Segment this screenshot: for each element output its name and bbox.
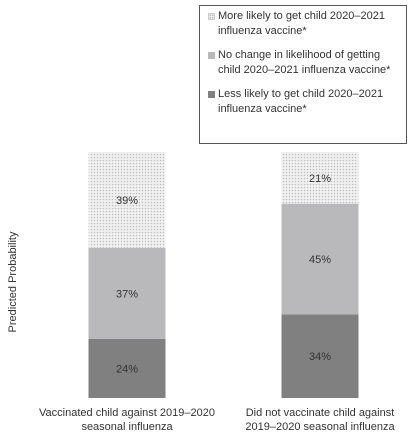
data-label-more-likely-1: 39%	[116, 195, 138, 207]
data-label-no-change-1: 37%	[116, 288, 138, 300]
x-tick-label-1: seasonal influenza	[81, 421, 173, 433]
data-label-more-likely-2: 21%	[309, 173, 331, 185]
x-tick-label-2: 2019–2020 seasonal influenza	[245, 421, 395, 433]
legend-line: child 2020–2021 influenza vaccine*	[218, 64, 391, 76]
bar-segment-more-likely-2	[281, 152, 359, 204]
data-label-less-likely-1: 24%	[116, 363, 138, 375]
legend: More likely to get child 2020–2021 influ…	[199, 5, 407, 144]
x-axis-labels: Vaccinated child against 2019–2020 season…	[39, 407, 395, 433]
legend-line: influenza vaccine*	[218, 25, 307, 37]
bar-segment-no-change-1	[88, 247, 166, 339]
legend-swatch-no-change	[208, 52, 215, 59]
legend-swatch-more-likely	[208, 13, 215, 20]
legend-line: Less likely to get child 2020–2021	[218, 88, 384, 100]
bar-segment-more-likely-1	[88, 152, 166, 248]
legend-swatch-less-likely	[208, 91, 215, 98]
legend-item-no-change: No change in likelihood of getting child…	[208, 48, 400, 78]
bar-segment-less-likely-2	[281, 314, 359, 398]
bar-segment-no-change-2	[281, 203, 359, 315]
data-label-no-change-2: 45%	[309, 254, 331, 266]
legend-item-more-likely: More likely to get child 2020–2021 influ…	[208, 9, 400, 39]
bar-segment-less-likely-1	[88, 338, 166, 398]
x-tick-label-1: Vaccinated child against 2019–2020	[39, 407, 215, 419]
legend-item-less-likely: Less likely to get child 2020–2021 influ…	[208, 87, 400, 117]
legend-label-more-likely: More likely to get child 2020–2021 influ…	[218, 9, 385, 39]
y-axis-label: Predicted Probability	[7, 231, 19, 332]
legend-label-less-likely: Less likely to get child 2020–2021 influ…	[218, 87, 383, 117]
x-tick-label-2: Did not vaccinate child against	[246, 407, 395, 419]
legend-line: No change in likelihood of getting	[218, 49, 381, 61]
bars-group: 24% 37% 39% 34% 45% 21%	[88, 152, 359, 398]
data-label-less-likely-2: 34%	[309, 351, 331, 363]
legend-line: influenza vaccine*	[218, 103, 307, 115]
legend-label-no-change: No change in likelihood of getting child…	[218, 48, 390, 78]
legend-line: More likely to get child 2020–2021	[218, 10, 385, 22]
